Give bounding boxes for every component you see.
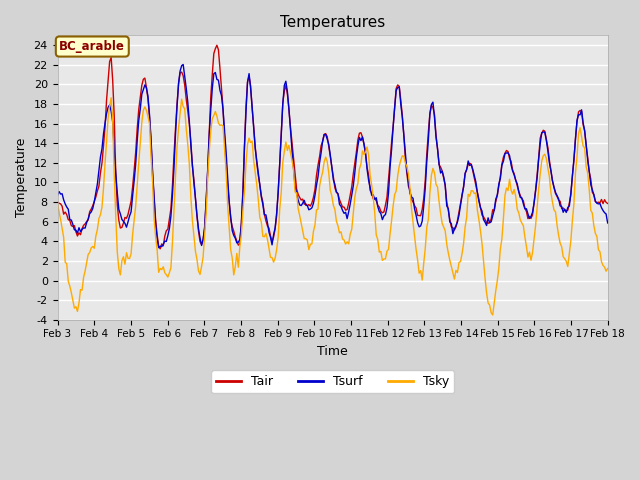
- Tair: [248, 106, 256, 111]
- Tsky: [219, 123, 227, 129]
- Tsky: [247, 140, 255, 145]
- Y-axis label: Temperature: Temperature: [15, 138, 28, 217]
- Tair: [221, 135, 228, 141]
- Tair: [213, 42, 221, 48]
- Legend: Tair, Tsurf, Tsky: Tair, Tsurf, Tsky: [211, 370, 454, 393]
- Tair: [156, 246, 164, 252]
- Tsky: [54, 200, 61, 206]
- Tsurf: [221, 128, 228, 134]
- Tair: [604, 201, 611, 206]
- Tsurf: [54, 192, 61, 198]
- Tair: [576, 108, 584, 113]
- Tsky: [489, 312, 497, 318]
- Tair: [54, 199, 61, 204]
- Tsky: [237, 231, 245, 237]
- Line: Tsurf: Tsurf: [58, 64, 607, 248]
- Line: Tair: Tair: [58, 45, 607, 249]
- Tsky: [576, 125, 584, 131]
- Tsurf: [248, 104, 256, 109]
- Tair: [239, 187, 247, 192]
- Tsky: [123, 250, 131, 256]
- Tsurf: [604, 220, 611, 226]
- X-axis label: Time: Time: [317, 345, 348, 358]
- Tsurf: [298, 203, 305, 208]
- Line: Tsky: Tsky: [58, 98, 607, 315]
- Tair: [121, 215, 129, 220]
- Tsurf: [576, 112, 584, 118]
- Tsurf: [155, 245, 163, 251]
- Tsurf: [179, 61, 187, 67]
- Tsky: [604, 265, 611, 271]
- Text: BC_arable: BC_arable: [60, 40, 125, 53]
- Tsurf: [239, 190, 247, 196]
- Title: Temperatures: Temperatures: [280, 15, 385, 30]
- Tsurf: [121, 220, 129, 226]
- Tsky: [108, 95, 115, 101]
- Tair: [298, 197, 305, 203]
- Tsky: [296, 213, 303, 218]
